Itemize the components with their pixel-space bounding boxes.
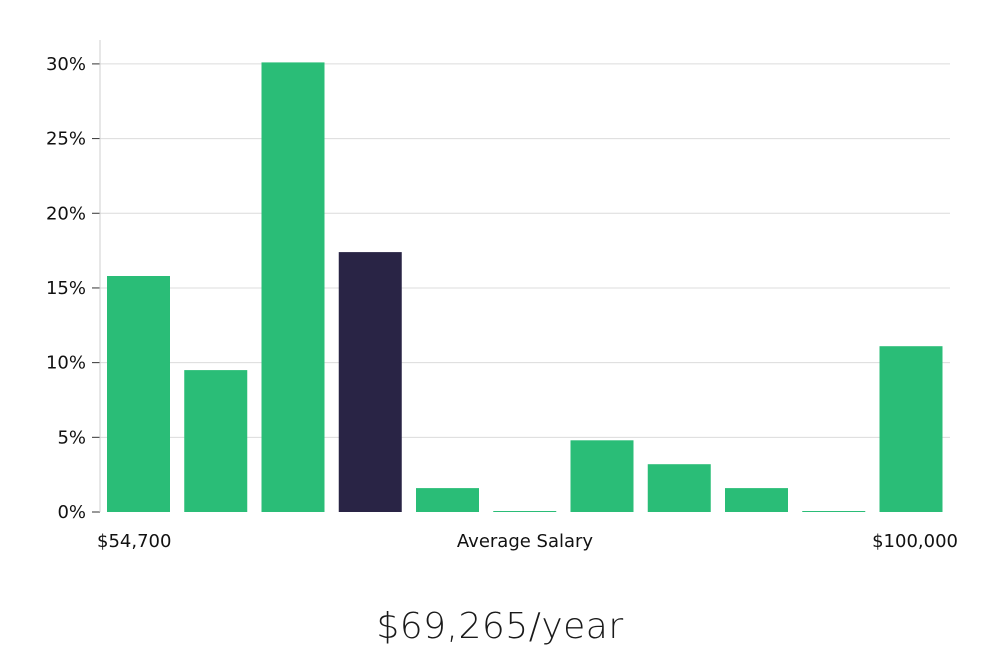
x-axis-end-label: $100,000: [872, 531, 958, 552]
bar-2: [184, 370, 248, 512]
bar-3: [261, 62, 325, 513]
bar-11: [879, 346, 943, 512]
y-tick-label-15: 15%: [46, 278, 86, 299]
y-tick-label-10: 10%: [46, 353, 86, 374]
bar-9: [725, 488, 788, 512]
bars: [107, 62, 943, 513]
bar-8: [647, 464, 711, 512]
gridlines: [100, 63, 950, 438]
y-tick-label-20: 20%: [46, 203, 86, 224]
bar-7: [570, 440, 634, 512]
x-axis-title: Average Salary: [457, 531, 594, 552]
y-tick-label-25: 25%: [46, 129, 86, 150]
bar-5: [416, 488, 479, 512]
y-tick-label-30: 30%: [46, 54, 86, 75]
bar-6: [493, 511, 557, 512]
bar-10: [802, 511, 866, 512]
bar-highlighted-4: [338, 252, 402, 513]
y-tick-label-0: 0%: [57, 502, 86, 523]
x-axis-start-label: $54,700: [97, 531, 171, 552]
y-tick-label-5: 5%: [57, 427, 86, 448]
average-salary-headline: $69,265/year: [376, 606, 624, 647]
y-axis-ticks: 0% 5% 10% 15% 20% 25% 30%: [46, 54, 100, 523]
bar-1: [107, 276, 170, 512]
